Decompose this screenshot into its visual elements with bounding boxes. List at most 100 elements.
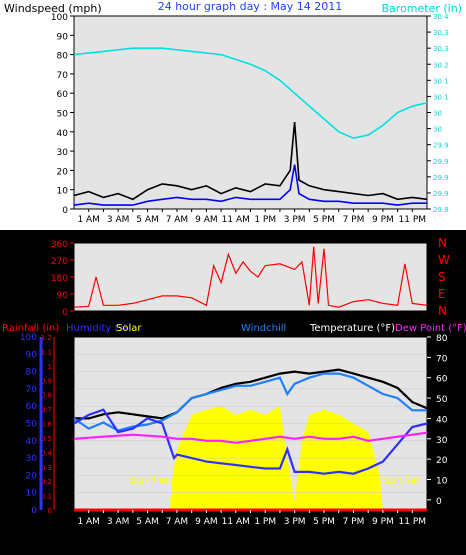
barometer-tick-label: 30.4 [433,13,449,21]
temperature-tick-label: 30 [436,436,448,446]
panel1-series [73,47,428,206]
barometer-tick-label: 30 [433,126,442,134]
hour-tick-label: 9 AM [195,517,218,527]
hour-tick-label: 3 PM [284,517,306,527]
sun-annotations: Sun Rise Sun Set [130,476,420,486]
panel2-series [73,246,428,308]
windspeed-tick-label: 40 [57,129,69,139]
hour-tick-label: 7 AM [166,517,189,527]
series-line [73,408,428,475]
hour-tick-label: 1 AM [77,517,100,527]
rainfall-tick-label: 0.5 [41,435,52,443]
windspeed-tick-label: 70 [57,71,69,81]
hour-tick-label: 9 PM [372,215,394,225]
humidity-tick-label: 60 [26,402,38,412]
barometer-ticks: 29.8 29.9 29.9 29.9 29.9 30 30 30.1 30.1 30.2 30.3… [427,13,449,214]
rainfall-tick-label: 0.3 [41,464,52,472]
humidity-tick-label: 70 [26,385,38,395]
compass-label: N [438,304,447,318]
temperature-tick-label: 60 [436,375,448,385]
compass-label: W [438,253,450,267]
sun-annotation-label: Sun Set [385,476,420,486]
rainfall-tick-label: 0.4 [41,449,53,457]
barometer-tick-label: 29.9 [433,174,449,182]
windspeed-tick-label: 80 [57,52,69,62]
windspeed-tick-label: 30 [57,148,69,158]
windspeed-tick-label: 0 [62,206,68,216]
barometer-tick-label: 30.3 [433,45,449,53]
barometer-tick-label: 30.3 [433,29,449,37]
panel1-plot-area [73,15,428,210]
time-axis-ticks: 1 AM 3 AM 5 AM 7 AM 9 AM 11 AM 1 PM 3 PM 5 PM 7 P… [77,209,426,225]
humidity-tick-label: 0 [31,506,37,516]
rainfall-tick-label: 0.7 [41,406,52,414]
series-line [73,164,427,206]
windspeed-tick-label: 50 [57,110,69,120]
barometer-tick-label: 29.8 [433,206,449,214]
direction-tick-label: 180 [51,274,68,284]
hour-tick-label: 7 PM [343,517,365,527]
hour-tick-label: 3 AM [107,517,130,527]
legend: Rainfall (in) Humidity (%)Solar Windchill T… [2,323,466,334]
barometer-axis-label: Barometer (in) [382,2,463,15]
temperature-tick-label: 20 [436,456,448,466]
rainfall-tick-label: 0.2 [41,478,52,486]
humidity-tick-label: 50 [26,420,38,430]
sun-annotation-label: Sun Rise [130,476,169,486]
direction-tick-label: 270 [51,257,68,267]
panel3-time-ticks: 1 AM 3 AM 5 AM 7 AM 9 AM 11 AM 1 PM 3 PM 5 PM 7 P… [77,510,426,527]
hour-tick-label: 7 PM [343,215,365,225]
windspeed-tick-label: 20 [57,167,69,177]
legend-label: Temperature (°F) [309,323,395,334]
hour-tick-label: 5 AM [136,215,159,225]
humidity-tick-label: 10 [26,489,38,499]
hour-tick-label: 7 AM [166,215,189,225]
temperature-tick-label: 0 [436,497,442,507]
series-line [74,368,428,420]
temperature-tick-label: 40 [436,415,448,425]
humidity-ticks: 0 10 20 30 40 50 60 70 80 90 100 [20,333,43,516]
wind-barometer-panel: Windspeed (mph) 24 hour graph day : May … [0,0,466,230]
hour-tick-label: 5 AM [136,517,159,527]
humidity-tick-label: 90 [26,350,38,360]
windspeed-tick-label: 100 [51,13,68,23]
barometer-tick-label: 30.2 [433,61,449,69]
hour-tick-label: 1 AM [77,215,100,225]
rainfall-tick-label: 1.2 [41,334,52,342]
hour-tick-label: 11 PM [399,517,427,527]
series-line [73,47,428,140]
legend-label: Solar [116,323,142,334]
rainfall-tick-label: 0.8 [41,392,52,400]
windspeed-tick-label: 10 [57,187,69,197]
hour-tick-label: 3 PM [284,215,306,225]
rainfall-tick-label: 0 [48,507,52,515]
legend-label: Windchill [241,323,286,334]
legend-label: Rainfall (in) [2,323,59,334]
hour-tick-label: 3 AM [107,215,130,225]
compass-label: S [438,270,446,284]
hour-tick-label: 9 AM [195,215,218,225]
windspeed-axis-label: Windspeed (mph) [4,2,102,15]
hour-tick-label: 5 PM [313,517,335,527]
temperature-ticks: 0 10 20 30 40 50 60 70 80 [427,334,448,507]
temperature-humidity-panel: Rainfall (in) Humidity (%)Solar Windchill T… [2,323,466,527]
hour-tick-label: 9 PM [372,517,394,527]
compass-label: E [438,287,446,301]
barometer-tick-label: 30 [433,110,442,118]
hour-tick-label: 1 PM [254,215,276,225]
direction-tick-label: 0 [62,308,68,318]
direction-tick-label: 90 [57,291,69,301]
barometer-tick-label: 29.9 [433,142,449,150]
temperature-tick-label: 70 [436,354,448,364]
humidity-tick-label: 20 [26,471,38,481]
direction-tick-label: 360 [51,240,68,250]
temperature-tick-label: 10 [436,476,448,486]
windspeed-ticks: 0 10 20 30 40 50 60 70 80 90 100 [51,13,74,216]
humidity-tick-label: 80 [26,368,38,378]
humidity-tick-label: 30 [26,454,38,464]
rainfall-tick-label: 0.9 [41,377,52,385]
rainfall-ticks: 0 0.1 0.2 0.3 0.4 0.5 0.6 0.7 0.8 0.9 1 1.1 1.2 [41,334,55,515]
